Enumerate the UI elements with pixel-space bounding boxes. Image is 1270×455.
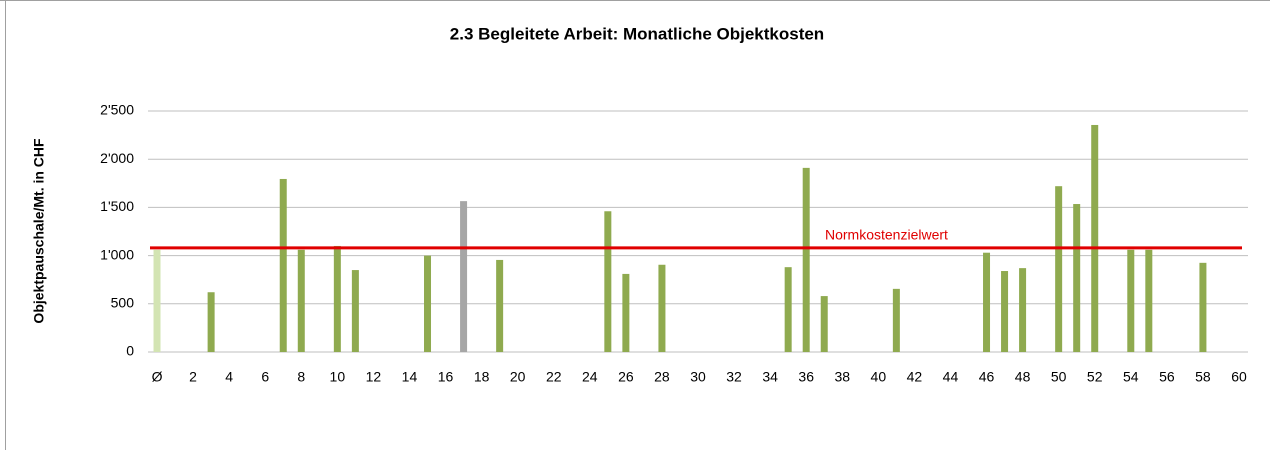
reference-line-label: Normkostenzielwert bbox=[825, 227, 948, 243]
x-tick-label: 34 bbox=[762, 369, 778, 385]
x-tick-label: 28 bbox=[654, 369, 670, 385]
bar bbox=[1019, 268, 1027, 352]
x-tick-label: 24 bbox=[582, 369, 598, 385]
bar bbox=[1001, 271, 1009, 352]
x-tick-label: 4 bbox=[225, 369, 233, 385]
bar bbox=[1145, 249, 1153, 352]
x-tick-label: 10 bbox=[330, 369, 346, 385]
bar bbox=[351, 270, 359, 352]
bar bbox=[983, 252, 991, 352]
x-tick-label: 2 bbox=[189, 369, 197, 385]
bar bbox=[207, 292, 215, 352]
x-tick-label: 6 bbox=[261, 369, 269, 385]
x-tick-label: 16 bbox=[438, 369, 454, 385]
bar bbox=[802, 167, 810, 352]
bar bbox=[1073, 204, 1081, 352]
bar bbox=[297, 249, 305, 352]
x-tick-label: 50 bbox=[1051, 369, 1067, 385]
bar bbox=[424, 255, 432, 352]
bar bbox=[784, 267, 792, 352]
bar bbox=[153, 249, 161, 352]
bar bbox=[658, 264, 666, 352]
x-tick-label: 44 bbox=[943, 369, 959, 385]
x-tick-label: 22 bbox=[546, 369, 562, 385]
x-tick-label: 26 bbox=[618, 369, 634, 385]
bar bbox=[1091, 124, 1099, 352]
bar bbox=[892, 288, 900, 352]
x-tick-label: 14 bbox=[402, 369, 418, 385]
x-tick-label: 52 bbox=[1087, 369, 1103, 385]
x-tick-label: 8 bbox=[297, 369, 305, 385]
x-tick-label: 46 bbox=[979, 369, 995, 385]
chart-title: 2.3 Begleitete Arbeit: Monatliche Objekt… bbox=[450, 24, 824, 43]
bar bbox=[1127, 249, 1135, 352]
x-tick-label: 40 bbox=[871, 369, 887, 385]
x-tick-label: 36 bbox=[798, 369, 814, 385]
y-tick-label: 1'000 bbox=[100, 246, 134, 262]
y-tick-label: 500 bbox=[111, 295, 135, 311]
y-tick-label: 0 bbox=[126, 343, 134, 359]
x-tick-label: Ø bbox=[152, 369, 163, 385]
bar bbox=[1055, 186, 1063, 352]
y-tick-label: 2'500 bbox=[100, 102, 134, 118]
y-tick-label: 2'000 bbox=[100, 150, 134, 166]
bar bbox=[1199, 262, 1207, 352]
x-tick-label: 18 bbox=[474, 369, 490, 385]
x-tick-label: 30 bbox=[690, 369, 706, 385]
x-tick-label: 56 bbox=[1159, 369, 1175, 385]
x-tick-label: 60 bbox=[1231, 369, 1247, 385]
bar bbox=[622, 273, 630, 352]
bar bbox=[604, 211, 612, 352]
bar bbox=[279, 178, 287, 352]
x-tick-label: 20 bbox=[510, 369, 526, 385]
bar bbox=[460, 201, 468, 352]
y-axis-label: Objektpauschale/Mt. in CHF bbox=[31, 138, 47, 324]
bar bbox=[820, 296, 828, 352]
x-tick-label: 58 bbox=[1195, 369, 1211, 385]
x-tick-label: 12 bbox=[366, 369, 382, 385]
bar bbox=[333, 245, 341, 352]
x-tick-label: 32 bbox=[726, 369, 742, 385]
x-tick-label: 38 bbox=[834, 369, 850, 385]
x-tick-label: 48 bbox=[1015, 369, 1031, 385]
bar bbox=[496, 259, 504, 352]
y-tick-label: 1'500 bbox=[100, 198, 134, 214]
x-tick-label: 54 bbox=[1123, 369, 1139, 385]
x-tick-label: 42 bbox=[907, 369, 923, 385]
